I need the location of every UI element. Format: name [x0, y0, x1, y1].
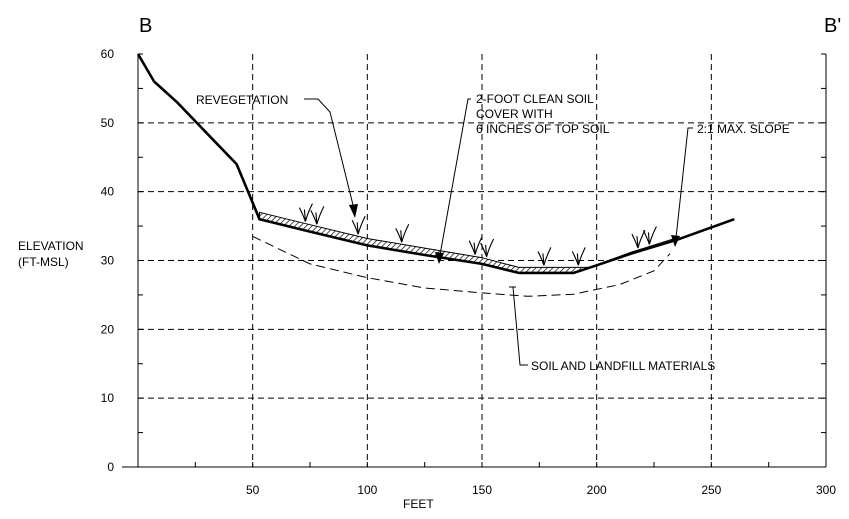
x-tick-label: 200: [587, 483, 607, 497]
y-tick-label: 0: [107, 460, 114, 474]
cover-label-line2: COVER WITH: [476, 107, 553, 121]
revegetation-leader: [304, 98, 355, 210]
annotation-leaders: [304, 98, 693, 366]
leader-arrowheads: [349, 204, 680, 264]
y-tick-label: 40: [101, 185, 115, 199]
plant-tuft: [631, 229, 646, 249]
ground-profile-line: [136, 53, 735, 275]
y-axis-label-line1: ELEVATION: [18, 239, 84, 253]
y-tick-label: 30: [101, 254, 115, 268]
plant-tuft: [395, 224, 410, 243]
y-tick-label: 50: [101, 116, 115, 130]
x-tick-label: 50: [246, 483, 260, 497]
slope-leader: [675, 127, 693, 239]
plant-tuft: [351, 216, 366, 235]
revegetation-arrowhead: [349, 204, 358, 218]
x-axis-label: FEET: [403, 497, 434, 511]
x-tick-label: 250: [701, 483, 721, 497]
cover-leader: [439, 98, 471, 256]
plant-tuft: [310, 206, 325, 225]
slope-arrowhead: [671, 235, 680, 247]
x-tick-labels: 50 100 150 200 250 300: [246, 483, 836, 497]
plant-tuft: [468, 236, 483, 255]
cover-label-line3: 6 INCHES OF TOP SOIL: [476, 122, 610, 136]
vegetation-symbols: [298, 203, 657, 266]
plant-tuft: [642, 226, 657, 245]
y-axis-label-line2: (FT-MSL): [18, 255, 69, 269]
section-end-label: B': [824, 15, 841, 37]
y-tick-label: 10: [101, 391, 115, 405]
landfill-boundary-line: [252, 235, 671, 297]
section-start-label: B: [139, 15, 152, 37]
cover-label-line1: 2-FOOT CLEAN SOIL: [476, 92, 594, 106]
plant-tuft: [480, 238, 495, 258]
slope-label: 2:1 MAX. SLOPE: [697, 122, 790, 136]
soil-label: SOIL AND LANDFILL MATERIALS: [531, 359, 715, 373]
plant-tuft: [571, 247, 586, 266]
y-tick-labels: 0 10 20 30 40 50 60: [101, 47, 115, 474]
x-tick-label: 300: [816, 483, 836, 497]
axes-frame: [122, 53, 827, 468]
cover-arrowhead: [435, 252, 444, 264]
plant-tuft: [537, 247, 552, 266]
plant-tuft: [298, 203, 313, 222]
y-tick-label: 20: [101, 322, 115, 336]
revegetation-label: REVEGETATION: [196, 93, 288, 107]
y-tick-label: 60: [101, 47, 115, 61]
soil-leader: [512, 286, 528, 366]
soil-cover-layer: [259, 211, 678, 274]
x-tick-label: 100: [357, 483, 377, 497]
x-tick-label: 150: [472, 483, 492, 497]
